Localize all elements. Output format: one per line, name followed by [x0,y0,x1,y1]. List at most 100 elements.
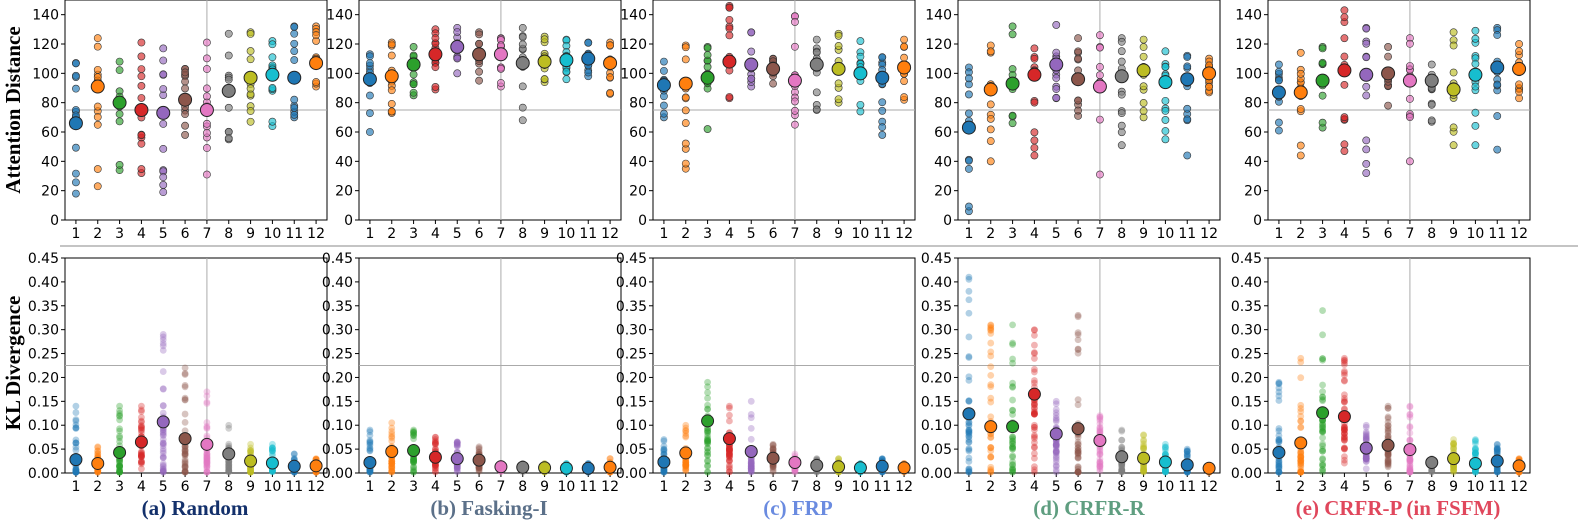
kl-mean [450,452,464,466]
ytick-label: 0.15 [322,394,353,410]
attention-mean [1381,66,1396,81]
kl-point [181,468,189,476]
xtick-label: 12 [895,479,913,495]
attention-point [725,15,734,24]
kl-point [1096,420,1104,427]
kl-point [203,458,211,466]
kl-point [94,450,102,458]
kl-point [388,468,396,476]
kl-point [388,459,396,467]
kl-point [72,409,80,416]
kl-point [116,468,123,476]
attention-point [1362,145,1371,154]
attention-point [1427,116,1436,125]
kl-point [410,456,417,464]
kl-point [704,440,711,448]
kl-point [203,454,211,461]
kl-point [432,465,439,472]
kl-point [726,411,733,419]
kl-point [747,425,755,432]
kl-point [225,461,233,468]
kl-point [747,467,755,475]
kl-point [1341,361,1348,369]
attention-mean [265,67,280,82]
kl-point [181,468,189,476]
kl-point [1074,444,1082,452]
attention-point [1117,141,1126,150]
xtick-label: 3 [1008,479,1017,495]
attention-mean [287,70,302,85]
kl-point [1096,462,1104,470]
kl-point [388,460,396,468]
attention-point [1161,96,1170,105]
kl-point [1162,443,1169,451]
attention-point [900,42,908,51]
kl-mean [134,435,148,449]
ytick-label: 40 [629,154,647,170]
attention-point [1449,41,1458,50]
attention-point [366,128,374,136]
attention-point [1296,151,1305,160]
kl-point [1031,410,1038,418]
attention-point [1030,136,1039,145]
attention-point [181,84,189,93]
ytick-label: 0.05 [28,442,59,458]
kl-point [203,456,211,464]
attention-point [900,93,908,102]
kl-point [432,445,439,453]
kl-point [116,412,123,420]
ytick-label: 80 [629,96,647,112]
kl-point [138,451,145,459]
xtick-label: 3 [703,479,712,495]
kl-point [116,432,123,440]
kl-point [94,444,102,451]
kl-point [965,419,973,427]
kl-point [1096,455,1104,463]
kl-point [747,459,755,466]
kl-point [726,449,733,457]
attention-point [224,134,233,143]
kl-point [1009,379,1016,387]
caption-a: (a) Random [142,496,249,520]
xtick-label: 4 [1030,226,1039,242]
kl-point [475,448,483,456]
kl-point [181,457,189,465]
attention-point [1427,100,1436,109]
kl-mean [1294,436,1308,450]
kl-point [181,410,189,418]
ytick-label: 0.20 [921,370,952,386]
attention-point [268,117,277,126]
attention-point [986,100,995,109]
kl-point [247,468,254,476]
ytick-label: 0.15 [921,394,952,410]
attention-point [660,66,668,75]
kl-point [747,459,755,467]
attention-point [1362,53,1371,62]
kl-point [72,424,80,432]
kl-point [660,446,668,453]
ytick-label: 0.35 [28,299,59,315]
kl-point [159,428,167,436]
kl-point [1052,458,1060,466]
kl-point [660,442,668,450]
kl-point [116,463,123,471]
kl-point [1118,461,1126,469]
attention-point [1117,57,1126,66]
kl-point [1031,368,1038,376]
kl-point [704,437,711,445]
kl-point [965,373,973,381]
xtick-label: 9 [540,226,549,242]
kl-point [987,467,995,475]
attention-mean [199,103,214,117]
kl-point [1074,463,1082,471]
attention-point [203,54,211,63]
xtick-label: 5 [159,226,168,242]
kl-point [1031,423,1038,431]
kl-point [1009,433,1016,441]
kl-point [660,468,668,476]
kl-mean [1006,420,1020,434]
kl-point [72,468,80,476]
attention-point [1161,63,1170,71]
kl-point [1162,446,1169,454]
